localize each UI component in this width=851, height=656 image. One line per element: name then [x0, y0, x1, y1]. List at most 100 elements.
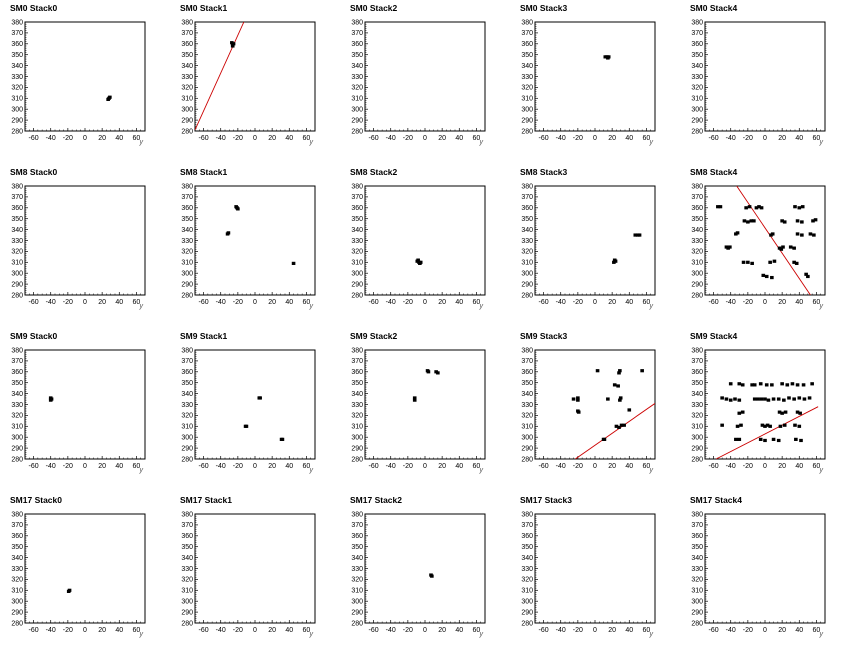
data-point [720, 423, 724, 427]
x-tick-label: 60 [643, 135, 651, 142]
chart-panel: SM8 Stack1 280 290 300 310 320 330 340 350 360 370… [170, 164, 340, 328]
panel-title: SM9 Stack4 [690, 331, 738, 341]
data-point [788, 245, 793, 249]
x-tick-label: 0 [593, 627, 597, 634]
y-tick-label: 370 [521, 358, 533, 365]
plot-frame [364, 349, 486, 460]
data-point [728, 398, 733, 402]
y-tick-label: 380 [521, 183, 533, 190]
x-tick-label: 40 [625, 627, 633, 634]
data-point [764, 274, 769, 279]
data-point [740, 383, 745, 387]
plot-frame [534, 21, 656, 132]
fit-line [715, 406, 819, 459]
y-tick-label: 370 [521, 30, 533, 37]
data-point [771, 437, 776, 441]
y-tick-label: 370 [181, 522, 193, 529]
plot-frame [704, 185, 826, 296]
y-tick-label: 290 [691, 117, 703, 124]
y-tick-label: 320 [351, 85, 363, 92]
x-axis-title: y [479, 139, 484, 146]
data-point [747, 205, 752, 209]
data-layer [429, 573, 434, 578]
x-tick-label: 40 [795, 299, 803, 306]
y-tick-label: 320 [181, 85, 193, 92]
data-point [752, 383, 757, 387]
y-tick-label: 330 [181, 566, 193, 573]
y-tick-label: 320 [181, 413, 193, 420]
y-tick-label: 360 [351, 369, 363, 376]
x-tick-label: 20 [608, 299, 616, 306]
chart-panel: SM8 Stack0 280 290 300 310 320 330 340 350 360 370… [0, 164, 170, 328]
x-axis-title: y [309, 631, 314, 638]
panel-plot: 280 290 300 310 320 330 340 350 360 370 380 -60 -40-… [11, 19, 146, 146]
y-tick-label: 320 [691, 577, 703, 584]
y-tick-label: 310 [11, 588, 23, 595]
y-tick-label: 360 [691, 369, 703, 376]
y-tick-label: 380 [351, 19, 363, 26]
data-point [750, 261, 754, 265]
y-tick-label: 310 [181, 424, 193, 431]
data-point [576, 396, 580, 400]
fit-line [575, 403, 655, 459]
y-tick-label: 280 [691, 456, 703, 463]
y-tick-label: 310 [691, 424, 703, 431]
y-tick-label: 300 [351, 271, 363, 278]
data-point [797, 396, 802, 400]
x-tick-label: -40 [556, 627, 566, 634]
y-tick-label: 380 [521, 19, 533, 26]
y-tick-label: 310 [181, 588, 193, 595]
x-tick-label: -60 [369, 627, 379, 634]
x-tick-label: 40 [795, 627, 803, 634]
data-point [640, 369, 644, 373]
y-tick-label: 370 [351, 358, 363, 365]
y-tick-label: 340 [181, 391, 193, 398]
data-point [633, 233, 638, 237]
data-point [761, 273, 766, 277]
y-tick-label: 290 [181, 117, 193, 124]
panel-plot: 280 290 300 310 320 330 340 350 360 370 380 -60 -40-… [691, 347, 826, 474]
data-point [235, 206, 239, 210]
x-tick-label: -60 [539, 463, 549, 470]
data-point [794, 437, 798, 441]
x-tick-label: -20 [403, 463, 413, 470]
y-tick-label: 290 [691, 609, 703, 616]
y-tick-label: 340 [181, 63, 193, 70]
y-tick-label: 340 [181, 555, 193, 562]
x-tick-label: -60 [369, 299, 379, 306]
y-tick-label: 340 [11, 391, 23, 398]
x-tick-label: 0 [423, 627, 427, 634]
y-tick-label: 340 [11, 227, 23, 234]
panel-title: SM17 Stack1 [180, 495, 232, 505]
y-tick-label: 320 [351, 577, 363, 584]
y-tick-label: 280 [521, 292, 533, 299]
panel-title: SM0 Stack2 [350, 3, 398, 13]
panel-title: SM0 Stack1 [180, 3, 228, 13]
y-tick-label: 290 [181, 445, 193, 452]
x-tick-label: 20 [98, 135, 106, 142]
x-tick-label: 60 [643, 299, 651, 306]
plot-frame [704, 21, 826, 132]
x-tick-label: 60 [813, 135, 821, 142]
chart-panel: SM9 Stack2 280 290 300 310 320 330 340 350 360 370… [340, 328, 510, 492]
y-tick-label: 330 [521, 566, 533, 573]
data-point [768, 424, 772, 428]
y-tick-label: 380 [181, 347, 193, 354]
data-point [742, 219, 747, 223]
y-tick-label: 370 [11, 30, 23, 37]
x-tick-label: -20 [63, 299, 73, 306]
x-tick-label: -40 [46, 299, 56, 306]
y-tick-label: 360 [691, 41, 703, 48]
x-tick-label: 20 [268, 135, 276, 142]
y-tick-label: 330 [521, 238, 533, 245]
y-tick-label: 370 [691, 30, 703, 37]
x-tick-label: -20 [63, 627, 73, 634]
x-tick-label: -60 [709, 135, 719, 142]
data-point [777, 410, 782, 414]
x-tick-label: 0 [423, 299, 427, 306]
data-point [613, 259, 618, 263]
y-tick-label: 280 [521, 620, 533, 627]
y-tick-label: 340 [351, 63, 363, 70]
x-tick-label: -40 [386, 135, 396, 142]
